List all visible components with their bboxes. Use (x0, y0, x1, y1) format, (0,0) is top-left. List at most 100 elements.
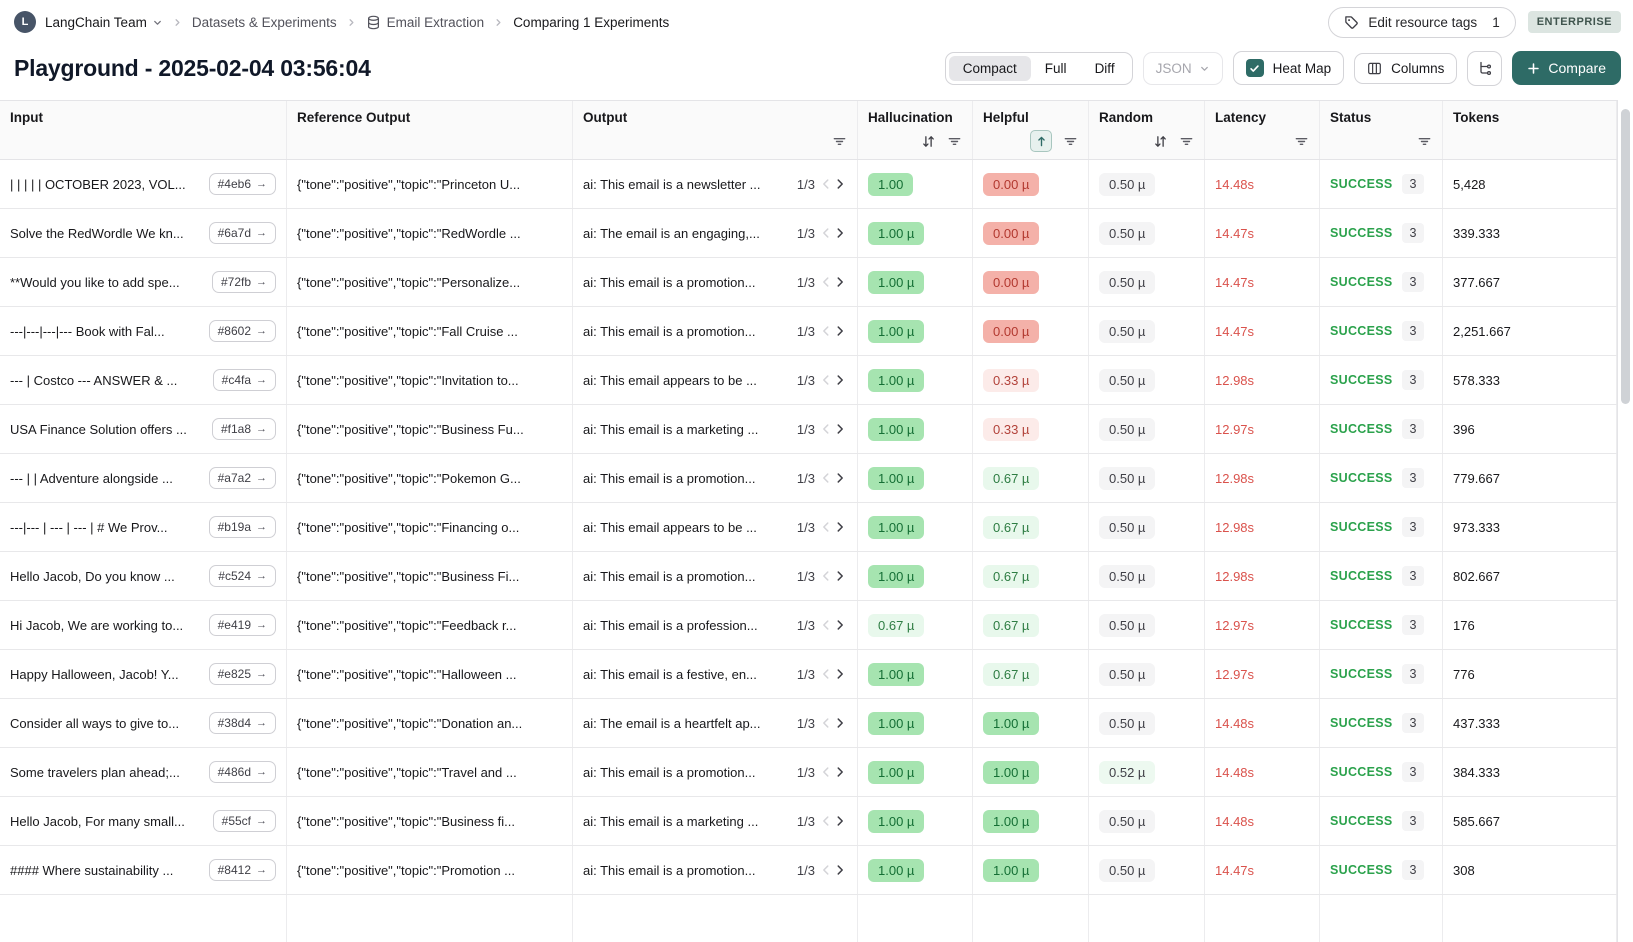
example-id-badge[interactable]: #8602 → (208, 320, 276, 342)
table-row[interactable]: --- | | Adventure alongside ... #a7a2 → … (0, 454, 1617, 503)
pager-next-icon[interactable] (833, 324, 847, 338)
table-row[interactable]: #### Where sustainability ... #8412 → {"… (0, 846, 1617, 895)
pager-prev-icon[interactable] (819, 618, 833, 632)
edit-resource-tags-button[interactable]: Edit resource tags 1 (1328, 6, 1516, 38)
pager-next-icon[interactable] (833, 814, 847, 828)
table-row[interactable]: Consider all ways to give to... #38d4 → … (0, 699, 1617, 748)
example-id-badge[interactable]: #e825 → (208, 663, 276, 685)
example-id-badge[interactable]: #4eb6 → (208, 173, 276, 195)
team-menu[interactable]: LangChain Team (45, 15, 163, 30)
table-row[interactable]: --- | Costco --- ANSWER & ... #c4fa → {"… (0, 356, 1617, 405)
pager-next-icon[interactable] (833, 226, 847, 240)
column-header[interactable]: Hallucination (858, 101, 973, 159)
filter-icon[interactable] (947, 134, 962, 149)
column-header[interactable]: Random (1089, 101, 1205, 159)
example-id-badge[interactable]: #e419 → (208, 614, 276, 636)
filter-icon[interactable] (1179, 134, 1194, 149)
table-row[interactable]: **Would you like to add spe... #72fb → {… (0, 258, 1617, 307)
pager-prev-icon[interactable] (819, 422, 833, 436)
heat-map-checkbox[interactable] (1245, 59, 1264, 77)
pager-prev-icon[interactable] (819, 863, 833, 877)
random-score: 0.50 µ (1099, 613, 1156, 637)
input-cell: Hello Jacob, For many small... #55cf → (0, 797, 287, 845)
example-id-badge[interactable]: #55cf → (212, 810, 276, 832)
example-id-badge[interactable]: #72fb → (211, 271, 276, 293)
pager-next-icon[interactable] (833, 618, 847, 632)
pager-next-icon[interactable] (833, 716, 847, 730)
table-row[interactable]: Hello Jacob, For many small... #55cf → {… (0, 797, 1617, 846)
example-id-badge[interactable]: #486d → (208, 761, 276, 783)
pager-next-icon[interactable] (833, 373, 847, 387)
sort-asc-active-icon[interactable] (1030, 130, 1052, 152)
team-avatar[interactable]: L (14, 11, 36, 33)
pager-prev-icon[interactable] (819, 716, 833, 730)
column-header[interactable]: Helpful (973, 101, 1089, 159)
columns-button[interactable]: Columns (1354, 52, 1458, 84)
pager-next-icon[interactable] (833, 422, 847, 436)
pager-prev-icon[interactable] (819, 177, 833, 191)
pager-next-icon[interactable] (833, 275, 847, 289)
example-id-badge[interactable]: #8412 → (208, 859, 276, 881)
example-id-badge[interactable]: #38d4 → (208, 712, 276, 734)
filter-icon[interactable] (1063, 134, 1078, 149)
latency-value: 14.48s (1215, 715, 1255, 731)
pager-prev-icon[interactable] (819, 373, 833, 387)
pager-prev-icon[interactable] (819, 520, 833, 534)
view-mode-compact[interactable]: Compact (948, 55, 1031, 81)
sort-icon[interactable] (1153, 134, 1168, 149)
pager-next-icon[interactable] (833, 520, 847, 534)
heat-map-toggle[interactable]: Heat Map (1232, 51, 1345, 85)
table-row[interactable]: Hi Jacob, We are working to... #e419 → {… (0, 601, 1617, 650)
table-row[interactable]: ---|--- | --- | --- | # We Prov... #b19a… (0, 503, 1617, 552)
pager-prev-icon[interactable] (819, 324, 833, 338)
reference-output-cell: {"tone":"positive","topic":"Business fi.… (287, 797, 573, 845)
table-row[interactable]: | | | | | OCTOBER 2023, VOL... #4eb6 → {… (0, 160, 1617, 209)
pager-next-icon[interactable] (833, 667, 847, 681)
column-header[interactable]: Status (1320, 101, 1443, 159)
table-row[interactable]: Happy Halloween, Jacob! Y... #e825 → {"t… (0, 650, 1617, 699)
breadcrumb-datasets[interactable]: Datasets & Experiments (191, 14, 337, 30)
filter-icon[interactable] (832, 134, 847, 149)
format-dropdown[interactable]: JSON (1142, 51, 1223, 85)
example-id-badge[interactable]: #a7a2 → (208, 467, 276, 489)
pager-prev-icon[interactable] (819, 667, 833, 681)
view-mode-diff[interactable]: Diff (1094, 60, 1115, 76)
table-row[interactable]: Some travelers plan ahead;... #486d → {"… (0, 748, 1617, 797)
pager-next-icon[interactable] (833, 569, 847, 583)
tokens-cell: 396 (1443, 405, 1617, 453)
scrollbar-thumb[interactable] (1621, 109, 1630, 404)
column-header[interactable]: Output (573, 101, 858, 159)
pager-next-icon[interactable] (833, 863, 847, 877)
table-row[interactable]: Solve the RedWordle We kn... #6a7d → {"t… (0, 209, 1617, 258)
pager-prev-icon[interactable] (819, 765, 833, 779)
example-id-badge[interactable]: #c4fa → (212, 369, 276, 391)
sort-icon[interactable] (921, 134, 936, 149)
column-header[interactable]: Latency (1205, 101, 1320, 159)
table-row[interactable]: USA Finance Solution offers ... #f1a8 → … (0, 405, 1617, 454)
compare-button[interactable]: Compare (1512, 51, 1621, 85)
example-id-badge[interactable]: #b19a → (208, 516, 276, 538)
filter-icon[interactable] (1294, 134, 1309, 149)
example-id-badge[interactable]: #c524 → (209, 565, 276, 587)
pager-next-icon[interactable] (833, 471, 847, 485)
pager-prev-icon[interactable] (819, 471, 833, 485)
pager-next-icon[interactable] (833, 765, 847, 779)
vertical-scrollbar[interactable] (1617, 100, 1633, 942)
pager-prev-icon[interactable] (819, 275, 833, 289)
example-id-badge[interactable]: #6a7d → (208, 222, 276, 244)
column-header[interactable]: Reference Output (287, 101, 573, 159)
column-header[interactable]: Input (0, 101, 287, 159)
pager-prev-icon[interactable] (819, 814, 833, 828)
input-text: Some travelers plan ahead;... (10, 764, 180, 780)
pager-next-icon[interactable] (833, 177, 847, 191)
column-header[interactable]: Tokens (1443, 101, 1617, 159)
pager-prev-icon[interactable] (819, 226, 833, 240)
example-id-badge[interactable]: #f1a8 → (211, 418, 276, 440)
view-mode-full[interactable]: Full (1044, 60, 1067, 76)
breadcrumb-dataset[interactable]: Email Extraction (366, 15, 484, 30)
table-row[interactable]: ---|---|---|--- Book with Fal... #8602 →… (0, 307, 1617, 356)
table-row[interactable]: Hello Jacob, Do you know ... #c524 → {"t… (0, 552, 1617, 601)
pager-prev-icon[interactable] (819, 569, 833, 583)
tree-view-button[interactable] (1467, 50, 1503, 86)
filter-icon[interactable] (1417, 134, 1432, 149)
